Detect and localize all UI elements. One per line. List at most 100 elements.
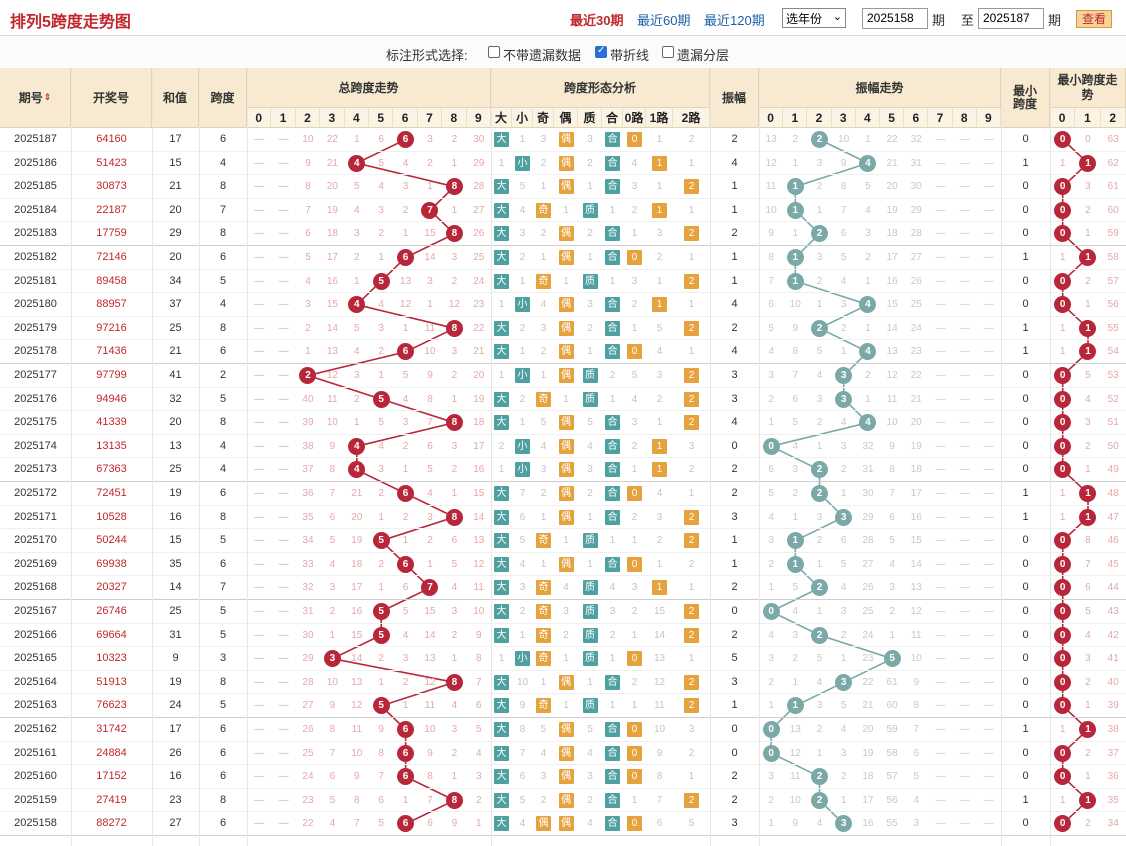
- recent-120-link[interactable]: 最近120期: [704, 13, 765, 28]
- span-ball: 6: [397, 131, 415, 148]
- min-miss-cell: 6: [1085, 582, 1091, 594]
- span-miss-cell: 2: [402, 511, 409, 523]
- amp-miss-cell: —: [959, 322, 970, 334]
- form-cell: 合: [602, 222, 623, 245]
- span-miss-cell: —: [254, 393, 265, 405]
- span-miss-cell: 15: [326, 299, 338, 311]
- span-miss-cell: 16: [473, 464, 485, 476]
- min-hit-cell: 0: [1050, 199, 1075, 222]
- span-miss-cell: 10: [351, 747, 363, 759]
- amp-miss-cell: —: [959, 700, 970, 712]
- form-cell: 0: [623, 128, 646, 151]
- min-span-cell: 0: [1022, 605, 1029, 617]
- amp-miss-cell: 4: [816, 676, 823, 688]
- amp-miss-cell: 1: [840, 488, 847, 499]
- form-tag: 质: [582, 391, 598, 407]
- span-miss-cell: 7: [476, 676, 482, 688]
- amp-cell: 3: [731, 675, 738, 688]
- span-miss-cell: 4: [402, 393, 409, 405]
- min-ball: 0: [1054, 650, 1072, 668]
- col-draw-header: 开奖号: [71, 68, 152, 128]
- min-miss-cell: 39: [1107, 700, 1119, 712]
- no-miss-checkbox[interactable]: [488, 46, 500, 58]
- min-span-cell: 1: [1022, 321, 1029, 334]
- min-ball: 0: [1054, 768, 1072, 786]
- sum-cell: 21: [169, 180, 182, 193]
- amp-miss-cell: 12: [886, 370, 898, 381]
- form-tag: 合: [605, 722, 620, 737]
- amp-miss-cell: 58: [886, 747, 898, 759]
- span-miss-cell: —: [254, 700, 265, 712]
- form-cell: 1: [563, 393, 569, 405]
- amp-miss-cell: 4: [768, 346, 774, 358]
- form-cell: 4: [631, 393, 638, 405]
- miss-layer-label[interactable]: 遗漏分层: [677, 48, 730, 63]
- amp-miss-cell: —: [935, 417, 946, 429]
- with-line-label[interactable]: 带折线: [610, 48, 650, 63]
- amp-miss-cell: —: [935, 488, 946, 499]
- amp-miss-cell: 9: [792, 322, 799, 334]
- form-cell: 5: [587, 724, 593, 735]
- form-tag: 2: [684, 792, 699, 808]
- form-cell: 大: [491, 222, 512, 245]
- span-miss-cell: 16: [351, 606, 363, 617]
- form-tag: 质: [582, 368, 598, 383]
- miss-layer-checkbox[interactable]: [662, 46, 674, 58]
- form-cell: 合: [602, 458, 623, 481]
- amp-miss-cell: 2: [768, 794, 774, 806]
- amp-miss-cell: 25: [862, 606, 874, 617]
- table-row: 2025171 10528 16 8— —35 6 20 1 2 3 8 14 大 6 1 偶 1 合 2 3 2 3 4 1…: [0, 506, 1126, 530]
- span-digit-head: 0: [247, 108, 272, 128]
- form-tag: 0: [627, 250, 642, 265]
- amp-miss-cell: 9: [913, 676, 920, 688]
- form-cell: 10: [653, 724, 666, 735]
- view-button[interactable]: 查看: [1076, 10, 1112, 28]
- amp-cell: 1: [731, 203, 738, 216]
- span-miss-cell: 5: [378, 818, 384, 830]
- form-cell: 偶: [554, 364, 578, 387]
- period-cell: 2025159: [14, 793, 57, 806]
- year-select[interactable]: 选年份 ⌄: [782, 8, 846, 28]
- col-period-header[interactable]: 期号 ⇕: [0, 68, 71, 128]
- amp-cell: 2: [731, 793, 738, 806]
- no-miss-label[interactable]: 不带遗漏数据: [503, 48, 582, 63]
- span-cell: 8: [219, 227, 227, 240]
- span-miss-cell: 1: [402, 794, 409, 806]
- span-miss-cell: 1: [378, 676, 384, 688]
- form-cell: 奇: [533, 270, 554, 293]
- period-cell: 2025171: [14, 510, 57, 523]
- span-miss-cell: 13: [424, 653, 436, 665]
- form-cell: 大: [491, 765, 512, 788]
- period-cell: 2025185: [14, 180, 57, 193]
- amp-miss-cell: 4: [792, 440, 799, 452]
- span-ball: 7: [421, 579, 439, 597]
- amp-miss-cell: 8: [889, 464, 895, 476]
- with-line-checkbox[interactable]: [595, 45, 607, 58]
- form-cell: 1: [688, 204, 695, 216]
- form-tag: 偶: [558, 155, 574, 171]
- form-tag: 合: [605, 226, 620, 242]
- from-period-input[interactable]: 2025158: [862, 8, 928, 29]
- amp-miss-cell: 8: [768, 252, 774, 263]
- period-cell: 2025174: [14, 439, 57, 452]
- amp-miss-cell: 10: [789, 299, 801, 311]
- recent-60-link[interactable]: 最近60期: [637, 13, 691, 28]
- amp-ball: 0: [762, 721, 780, 738]
- amp-miss-cell: —: [959, 488, 970, 499]
- span-miss-cell: —: [278, 700, 289, 712]
- amp-miss-cell: 1: [792, 676, 799, 688]
- span-cell: 8: [219, 416, 227, 429]
- form-cell: 3: [688, 724, 695, 735]
- span-miss-cell: —: [278, 252, 289, 263]
- min-miss-cell: 3: [1085, 417, 1091, 429]
- min-miss-cell: 1: [1059, 252, 1066, 263]
- amp-miss-cell: 5: [768, 488, 774, 499]
- to-period-input[interactable]: 2025187: [978, 8, 1044, 29]
- amp-cell: 3: [731, 510, 738, 523]
- span-miss-cell: 1: [451, 771, 458, 783]
- amp-miss-cell: 11: [790, 771, 801, 783]
- recent-30-link[interactable]: 最近30期: [570, 13, 624, 28]
- sum-cell: 37: [169, 298, 182, 311]
- form-cell: 1: [587, 511, 593, 523]
- amp-miss-cell: 2: [840, 629, 847, 641]
